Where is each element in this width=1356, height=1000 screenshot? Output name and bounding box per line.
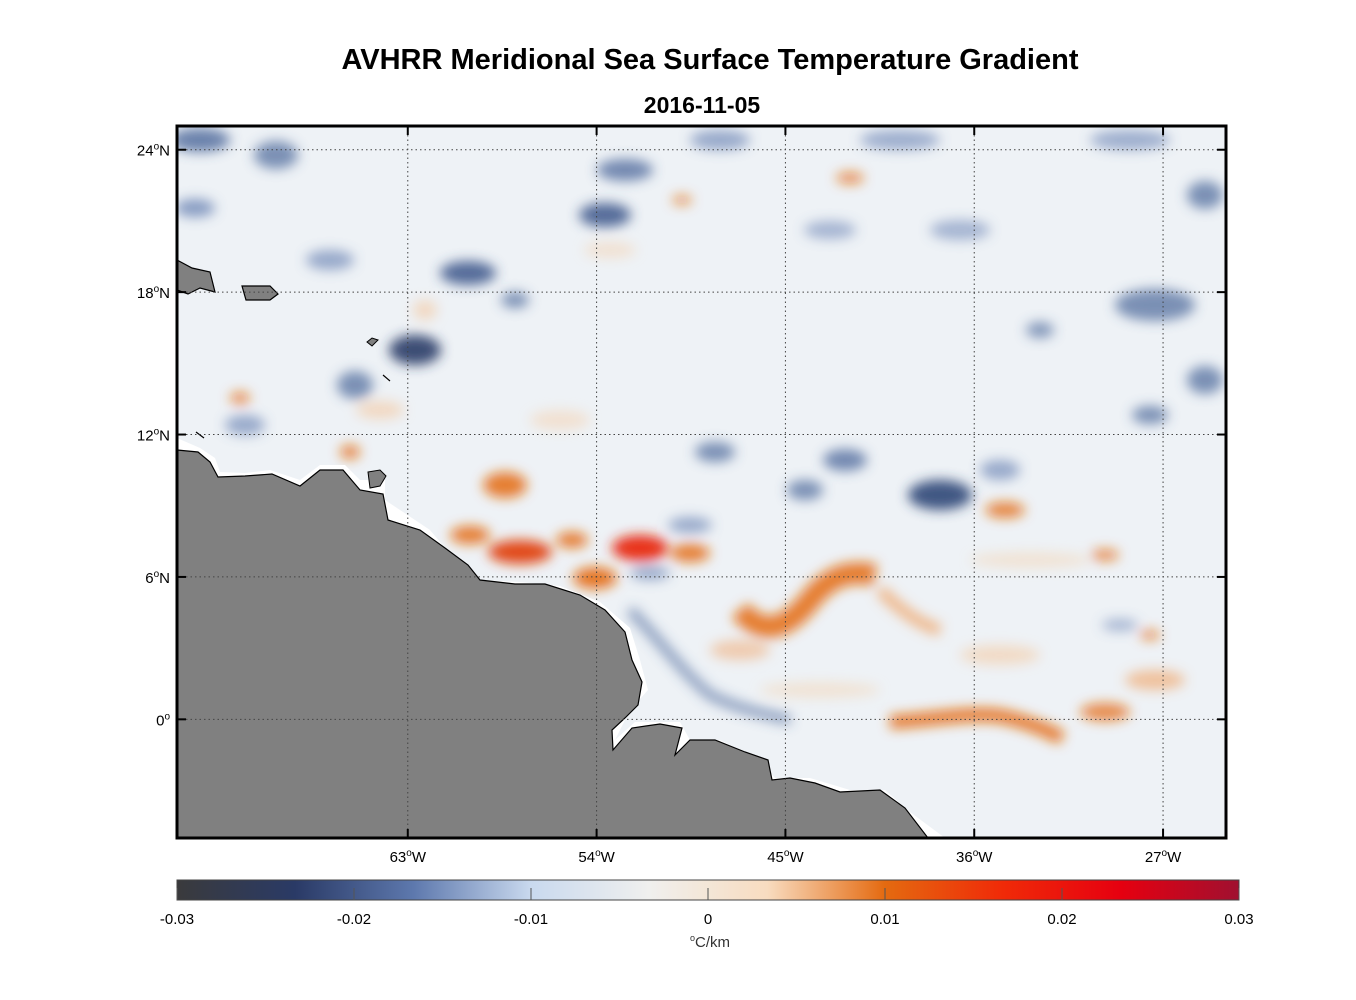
lat-tick-label: 12oN (137, 427, 170, 445)
lon-tick-label: 27oW (1145, 848, 1182, 866)
colorbar: -0.03 -0.02 -0.01 0 0.01 0.02 0.03 (160, 879, 1254, 928)
caribbean-island-4 (367, 469, 387, 489)
map-frame (175, 124, 1228, 840)
degree-symbol: o (154, 569, 160, 580)
lat-tick-label: 24oN (137, 142, 170, 160)
lat-tick-label: 0o (156, 711, 170, 729)
degree-symbol: o (164, 711, 170, 722)
sst-gradient-field (177, 128, 1223, 745)
degree-symbol: o (154, 142, 160, 153)
colorbar-unit-text: C/km (695, 934, 730, 951)
caribbean-island-2 (241, 285, 279, 301)
colorbar-tick-label: -0.01 (514, 911, 548, 928)
lat-tick-hemisphere: N (159, 143, 170, 160)
degree-symbol: o (406, 848, 412, 859)
degree-symbol: o (154, 284, 160, 295)
degree-symbol: o (689, 933, 695, 943)
lat-tick-label: 18oN (137, 284, 170, 302)
caribbean-island-5 (382, 374, 391, 382)
colorbar-tick-label: 0.03 (1224, 911, 1253, 928)
degree-symbol: o (784, 848, 790, 859)
map-title: AVHRR Meridional Sea Surface Temperature… (341, 44, 1079, 76)
colorbar-tick-label: 0 (704, 911, 712, 928)
lat-tick-hemisphere: N (159, 428, 170, 445)
land-masses (177, 259, 945, 838)
map-gridlines (177, 126, 1226, 838)
map-axis-ticks (177, 126, 1226, 838)
colorbar-unit-label: oC/km (640, 933, 780, 951)
degree-symbol: o (595, 848, 601, 859)
lon-tick-hemisphere: W (601, 849, 616, 866)
lon-tick-number: 63 (390, 849, 407, 866)
lat-tick-number: 12 (137, 428, 154, 445)
degree-symbol: o (1162, 848, 1168, 859)
lon-tick-hemisphere: W (978, 849, 993, 866)
lon-tick-number: 27 (1145, 849, 1162, 866)
lat-tick-number: 24 (137, 143, 154, 160)
lat-tick-hemisphere: N (159, 570, 170, 587)
lon-tick-label: 36oW (956, 848, 993, 866)
lon-tick-hemisphere: W (1167, 849, 1182, 866)
lon-tick-hemisphere: W (789, 849, 804, 866)
degree-symbol: o (973, 848, 979, 859)
colorbar-tick-label: 0.01 (870, 911, 899, 928)
degree-symbol: o (154, 427, 160, 438)
lon-tick-number: 36 (956, 849, 973, 866)
lat-tick-hemisphere: N (159, 285, 170, 302)
colorbar-tick-label: 0.02 (1047, 911, 1076, 928)
lon-tick-label: 63oW (390, 848, 427, 866)
south-america (177, 449, 929, 838)
lat-tick-number: 6 (145, 570, 153, 587)
lon-tick-number: 45 (767, 849, 784, 866)
lon-tick-number: 54 (578, 849, 595, 866)
lon-tick-label: 45oW (767, 848, 804, 866)
lon-tick-label: 54oW (578, 848, 615, 866)
lat-tick-number: 0 (156, 712, 164, 729)
lat-tick-number: 18 (137, 285, 154, 302)
caribbean-island-3 (366, 337, 379, 347)
colorbar-tick-label: -0.02 (337, 911, 371, 928)
caribbean-island-1 (177, 259, 216, 295)
map-date: 2016-11-05 (643, 92, 761, 118)
colorbar-tick-label: -0.03 (160, 911, 194, 928)
lon-tick-hemisphere: W (412, 849, 427, 866)
lat-tick-label: 6oN (145, 569, 170, 587)
colorbar-ticks: -0.03 -0.02 -0.01 0 0.01 0.02 0.03 (160, 888, 1254, 928)
